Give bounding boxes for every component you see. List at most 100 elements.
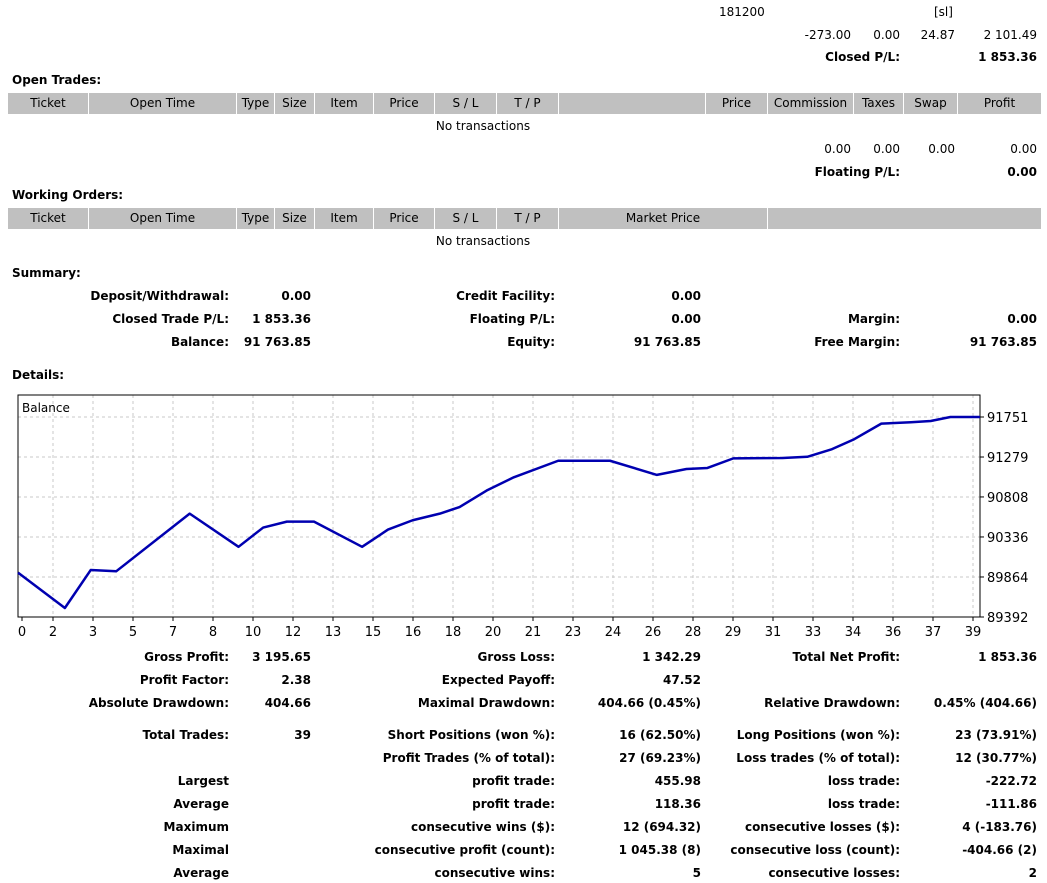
stat-value: 0.00 [671, 289, 701, 303]
x-tick-label: 26 [645, 625, 662, 640]
x-tick-label: 36 [885, 625, 902, 640]
stat-label: Absolute Drawdown: [88, 696, 229, 710]
x-tick-label: 33 [805, 625, 822, 640]
x-tick-label: 31 [765, 625, 782, 640]
stat-value: 3 195.65 [252, 650, 311, 664]
open-commission-total: 0.00 [824, 142, 851, 156]
stat-value: 27 (69.23%) [619, 751, 701, 765]
stat-value: 16 (62.50%) [619, 728, 701, 742]
column-header-price: Price [706, 93, 767, 114]
y-tick-label: 90336 [987, 531, 1028, 546]
stat-value: 0.00 [671, 312, 701, 326]
open-taxes-total: 0.00 [873, 142, 900, 156]
stat-value: 0.45% (404.66) [933, 696, 1037, 710]
x-tick-label: 0 [18, 625, 26, 640]
open-swap-total: 0.00 [928, 142, 955, 156]
stat-label: Maximal Drawdown: [417, 696, 555, 710]
plot-area [18, 395, 980, 617]
stat-value: 91 763.85 [969, 335, 1037, 349]
stat-label: consecutive losses: [768, 866, 900, 880]
taxes-total: 0.00 [873, 28, 900, 42]
stat-value: 1 853.36 [978, 650, 1037, 664]
stat-label: Average [173, 797, 229, 811]
open-trades-title: Open Trades: [12, 73, 102, 87]
stat-label: Total Trades: [142, 728, 229, 742]
stat-label: Short Positions (won %): [387, 728, 555, 742]
x-tick-label: 34 [845, 625, 862, 640]
x-tick-label: 23 [565, 625, 582, 640]
stat-label: Balance: [170, 335, 229, 349]
column-header-s-l: S / L [435, 208, 496, 229]
column-header-t-p: T / P [497, 93, 558, 114]
x-tick-label: 12 [285, 625, 302, 640]
column-header-price: Price [374, 208, 434, 229]
x-tick-label: 18 [445, 625, 462, 640]
plot-border [17, 394, 981, 618]
column-header-blank [768, 208, 1041, 229]
stat-value: 0.00 [281, 289, 311, 303]
floating-pl-value: 0.00 [1007, 165, 1037, 179]
column-header-t-p: T / P [497, 208, 558, 229]
stat-label: loss trade: [827, 774, 900, 788]
column-header-open-time: Open Time [89, 208, 236, 229]
column-header-commission: Commission [768, 93, 853, 114]
column-header-s-l: S / L [435, 93, 496, 114]
sl-marker: [sl] [934, 5, 953, 19]
column-header-item: Item [315, 208, 373, 229]
stat-value: 91 763.85 [633, 335, 701, 349]
column-header-swap: Swap [904, 93, 957, 114]
stat-value: -222.72 [985, 774, 1037, 788]
stat-value: 5 [692, 866, 701, 880]
stat-value: 404.66 [264, 696, 311, 710]
y-tick-label: 90808 [987, 491, 1028, 506]
stat-label: Relative Drawdown: [764, 696, 900, 710]
open-trades-empty: No transactions [435, 119, 531, 133]
stat-value: 118.36 [654, 797, 701, 811]
stat-value: 1 342.29 [642, 650, 701, 664]
chart-title: Balance [22, 401, 70, 415]
x-tick-label: 7 [169, 625, 177, 640]
ticket-value: 181200 [719, 5, 765, 19]
closed-pl-value: 1 853.36 [978, 50, 1037, 64]
stat-value: -111.86 [985, 797, 1037, 811]
summary-title: Summary: [12, 266, 81, 280]
stat-label: Margin: [847, 312, 900, 326]
closed-pl-label: Closed P/L: [825, 50, 900, 64]
x-tick-label: 29 [725, 625, 742, 640]
stat-label: Expected Payoff: [441, 673, 555, 687]
column-header-item: Item [315, 93, 373, 114]
stat-value: 12 (30.77%) [955, 751, 1037, 765]
x-tick-label: 13 [325, 625, 342, 640]
stat-label: Total Net Profit: [792, 650, 900, 664]
column-header-blank [559, 93, 705, 114]
stat-label: profit trade: [472, 797, 555, 811]
column-header-ticket: Ticket [8, 93, 88, 114]
stat-value: 1 045.38 (8) [618, 843, 701, 857]
x-tick-label: 5 [129, 625, 137, 640]
stat-label: Floating P/L: [469, 312, 555, 326]
profit-total: 2 101.49 [983, 28, 1037, 42]
x-tick-label: 10 [245, 625, 262, 640]
stat-value: 4 (-183.76) [962, 820, 1037, 834]
x-tick-label: 3 [89, 625, 97, 640]
y-tick-label: 89392 [987, 611, 1028, 626]
column-header-taxes: Taxes [854, 93, 903, 114]
swap-total: 24.87 [920, 28, 955, 42]
column-header-open-time: Open Time [89, 93, 236, 114]
stat-label: consecutive loss (count): [730, 843, 900, 857]
stat-value: 2.38 [281, 673, 311, 687]
x-tick-label: 24 [605, 625, 622, 640]
open-profit-total: 0.00 [1010, 142, 1037, 156]
stat-value: 1 853.36 [252, 312, 311, 326]
column-header-size: Size [275, 208, 314, 229]
column-header-price: Price [374, 93, 434, 114]
stat-label: Closed Trade P/L: [112, 312, 229, 326]
stat-label: consecutive wins: [434, 866, 555, 880]
x-tick-label: 37 [925, 625, 942, 640]
stat-label: Gross Profit: [144, 650, 229, 664]
y-tick-label: 89864 [987, 571, 1028, 586]
stat-label: Largest [177, 774, 229, 788]
